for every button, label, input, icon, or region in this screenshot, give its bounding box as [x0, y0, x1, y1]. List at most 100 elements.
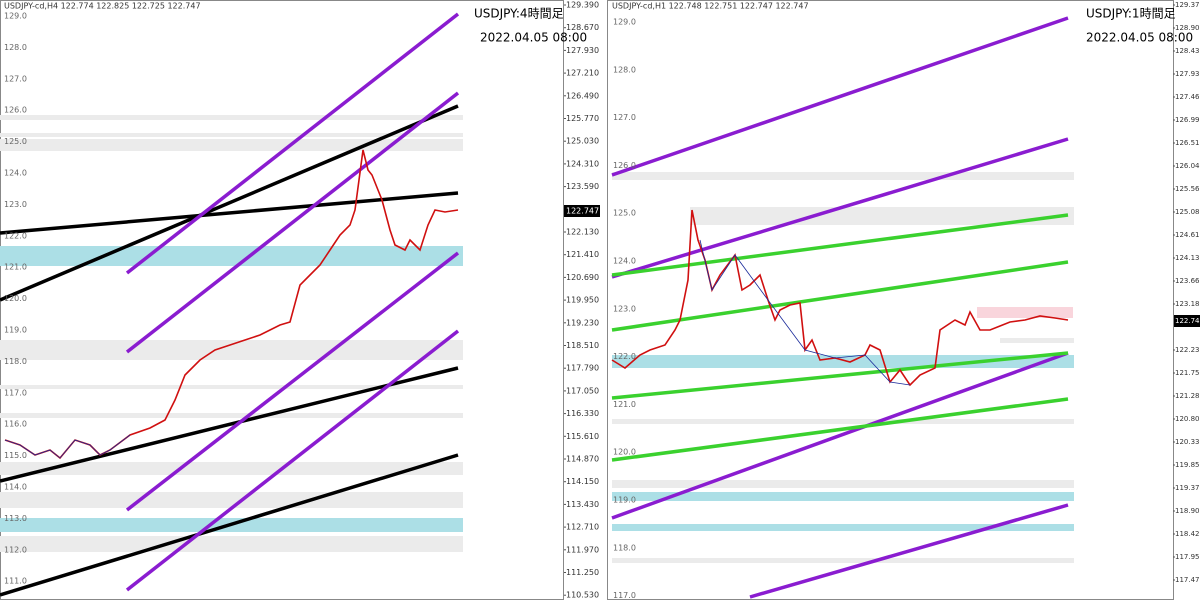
price-grid-label: 127.0 — [4, 74, 27, 83]
channel-line — [125, 91, 460, 354]
price-grid-label: 124.0 — [4, 169, 27, 178]
current-price: 122.747 — [1175, 317, 1200, 325]
price-axis-label: 114.870 — [566, 455, 599, 464]
chart-header: USDJPY-cd,H1 122.748 122.751 122.747 122… — [612, 2, 809, 11]
price-axis-label: 116.330 — [566, 409, 599, 418]
channel-line — [125, 329, 460, 592]
zone — [0, 340, 463, 360]
trend-line — [611, 213, 1069, 277]
price-grid-label: 119.0 — [613, 496, 636, 505]
price-axis-label: 126.040 — [1175, 162, 1200, 170]
zone — [977, 307, 1073, 318]
price-axis-label: 128.430 — [1175, 47, 1200, 55]
price-grid-label: 129.0 — [4, 12, 27, 21]
zone — [612, 558, 1074, 563]
price-axis-label: 117.470 — [1175, 576, 1200, 584]
price-axis-label: 129.370 — [1175, 1, 1200, 9]
price-grid-label: 113.0 — [4, 514, 27, 523]
channel-line — [125, 12, 460, 275]
price-grid-label: 125.0 — [4, 137, 27, 146]
price-grid-label: 128.0 — [4, 43, 27, 52]
current-price: 122.747 — [566, 207, 599, 216]
price-grid-label: 112.0 — [4, 545, 27, 554]
channel-line — [611, 351, 1069, 520]
price-axis-label: 120.800 — [1175, 415, 1200, 423]
price-axis-label: 123.660 — [1175, 277, 1200, 285]
price-axis-label: 119.850 — [1175, 461, 1200, 469]
price-axis-label: 125.030 — [566, 137, 599, 146]
price-grid-label: 118.0 — [4, 357, 27, 366]
price-grid-label: 120.0 — [613, 448, 636, 457]
price-grid-label: 121.0 — [613, 400, 636, 409]
price-path — [4, 434, 131, 459]
channel-line — [125, 251, 460, 512]
price-path — [699, 239, 911, 386]
right-panel: USDJPY-cd,H1 122.748 122.751 122.747 122… — [607, 0, 1200, 600]
price-axis-label: 127.930 — [1175, 70, 1200, 78]
price-axis-label: 117.050 — [566, 386, 599, 395]
price-axis-label: 123.590 — [566, 182, 599, 191]
zone — [612, 524, 1074, 531]
price-grid-label: 120.0 — [4, 294, 27, 303]
price-axis-label: 119.370 — [1175, 484, 1200, 492]
price-axis-label: 121.280 — [1175, 392, 1200, 400]
price-grid-label: 116.0 — [4, 420, 27, 429]
price-grid-label: 118.0 — [613, 543, 636, 552]
zone — [612, 492, 1074, 501]
price-axis-label: 117.790 — [566, 364, 599, 373]
price-axis-label: 128.900 — [1175, 24, 1200, 32]
zone — [0, 413, 463, 418]
price-grid-label: 122.0 — [4, 231, 27, 240]
price-axis-label: 112.710 — [566, 523, 599, 532]
price-axis-label: 126.990 — [1175, 116, 1200, 124]
price-axis-label: 119.230 — [566, 318, 599, 327]
trend-line — [611, 397, 1069, 462]
current-price-tag — [1174, 315, 1200, 327]
price-axis-label: 125.080 — [1175, 208, 1200, 216]
price-axis-label: 111.250 — [566, 568, 599, 577]
price-axis-label: 124.310 — [566, 159, 599, 168]
zone — [0, 536, 463, 552]
channel-line — [611, 16, 1069, 177]
price-axis-label: 126.510 — [1175, 139, 1200, 147]
zone — [0, 492, 463, 508]
trend-line — [611, 260, 1069, 332]
zone — [0, 246, 463, 266]
chart-frame — [607, 0, 1174, 600]
channel-line — [749, 503, 1069, 599]
price-grid-label: 117.0 — [613, 591, 636, 600]
price-axis-label: 124.130 — [1175, 254, 1200, 262]
price-axis-label: 118.900 — [1175, 507, 1200, 515]
price-axis-label: 120.690 — [566, 273, 599, 282]
zone — [0, 385, 463, 389]
chart-header: USDJPY-cd,H4 122.774 122.825 122.725 122… — [4, 2, 201, 11]
zone — [612, 419, 1074, 424]
price-axis-label: 124.610 — [1175, 231, 1200, 239]
price-grid-label: 129.0 — [613, 18, 636, 27]
price-axis-label: 123.180 — [1175, 300, 1200, 308]
zone — [0, 115, 463, 120]
zone — [690, 207, 1074, 225]
chart-title: USDJPY:1時間足 — [1086, 7, 1176, 21]
trend-line — [0, 453, 459, 597]
price-axis-label: 127.460 — [1175, 93, 1200, 101]
trend-line — [0, 366, 459, 483]
price-axis-label: 126.490 — [566, 91, 599, 100]
left-panel: USDJPY-cd,H4 122.774 122.825 122.725 122… — [0, 0, 600, 600]
price-axis-label: 127.210 — [566, 69, 599, 78]
price-path — [611, 209, 1069, 387]
price-axis-label: 118.420 — [1175, 530, 1200, 538]
zone — [612, 480, 1074, 488]
price-grid-label: 115.0 — [4, 451, 27, 460]
price-axis-label: 119.950 — [566, 296, 599, 305]
timestamp: 2022.04.05 08:00 — [1086, 31, 1193, 45]
price-grid-label: 126.0 — [613, 161, 636, 170]
price-grid-label: 125.0 — [613, 209, 636, 218]
price-axis-label: 111.970 — [566, 545, 599, 554]
price-grid-label: 111.0 — [4, 577, 27, 586]
price-axis-label: 114.150 — [566, 477, 599, 486]
price-axis-label: 113.430 — [566, 500, 599, 509]
price-axis-label: 115.610 — [566, 432, 599, 441]
